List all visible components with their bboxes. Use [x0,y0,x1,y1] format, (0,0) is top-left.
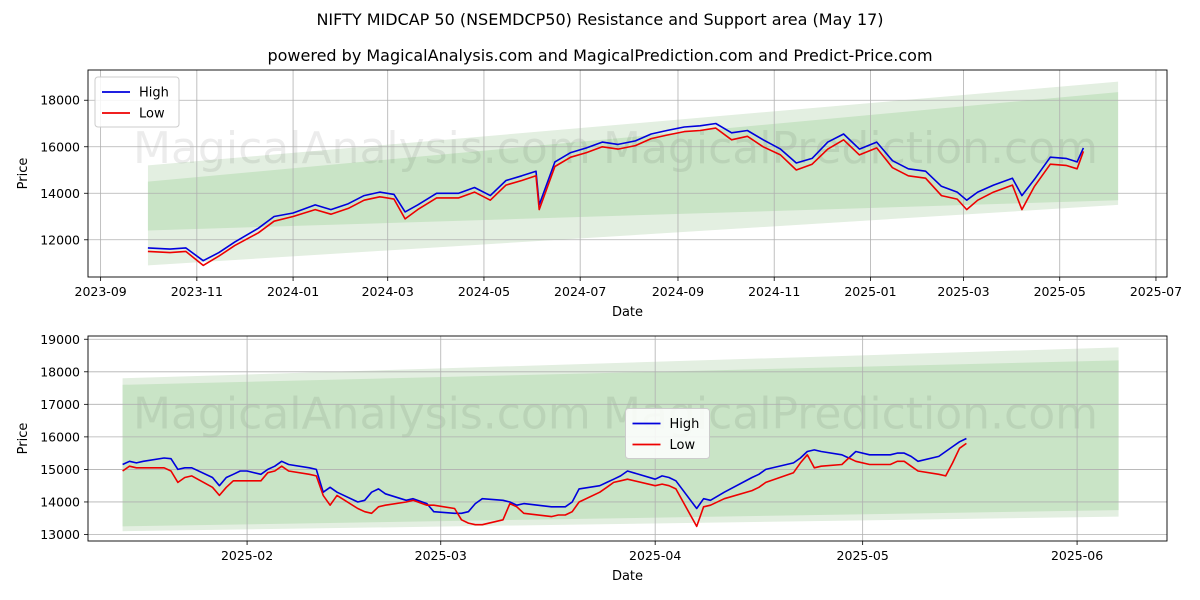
chart-panel-2: MagicalAnalysis.com MagicalPrediction.com… [16,332,1168,584]
chart-subtitle: powered by MagicalAnalysis.com and Magic… [267,46,933,65]
legend-label-high: High [670,417,700,432]
series-line-high [147,122,1085,262]
legend: High Low [625,408,710,459]
x-tick-label: 2025-07 [1130,284,1182,299]
x-tick-label: 2024-07 [554,284,606,299]
x-tick-label: 2024-03 [362,284,414,299]
y-tick-label: 12000 [40,232,80,247]
series-line-high [122,437,967,515]
band-inner [122,360,1119,527]
x-axis-label: Date [612,569,643,584]
x-tick-label: 2025-03 [415,548,467,563]
x-tick-label: 2023-09 [75,284,127,299]
legend-label-low: Low [670,438,696,453]
watermark: MagicalPrediction.com [603,123,1098,174]
watermark: MagicalAnalysis.com [133,388,591,439]
plot-frame [87,335,1168,542]
legend-label-low: Low [139,107,165,122]
legend: High Low [94,76,180,128]
x-tick-label: 2023-11 [171,284,223,299]
x-axis-label: Date [612,305,643,320]
y-tick-label: 16000 [40,429,80,444]
legend-box [625,408,710,459]
y-tick-label: 13000 [40,527,80,542]
x-tick-label: 2025-03 [937,284,989,299]
x-tick-label: 2025-05 [837,548,889,563]
x-tick-label: 2025-04 [629,548,681,563]
x-tick-label: 2024-05 [458,284,510,299]
legend-label-high: High [139,86,169,101]
series-line-low [147,127,1085,267]
y-tick-label: 14000 [40,494,80,509]
y-tick-label: 14000 [40,186,80,201]
legend-box [94,76,180,128]
y-tick-label: 19000 [40,332,80,347]
y-tick-label: 16000 [40,139,80,154]
y-tick-label: 17000 [40,397,80,412]
chart-panel-1: MagicalAnalysis.com MagicalPrediction.com… [16,69,1182,320]
series-line-low [122,442,967,528]
chart-title: NIFTY MIDCAP 50 (NSEMDCP50) Resistance a… [316,10,884,29]
y-tick-label: 15000 [40,462,80,477]
x-tick-label: 2025-02 [221,548,273,563]
x-tick-label: 2024-09 [652,284,704,299]
watermark: MagicalAnalysis.com [133,123,591,174]
plot-frame [87,69,1168,278]
y-tick-label: 18000 [40,364,80,379]
band-inner [147,92,1119,231]
x-tick-label: 2024-01 [267,284,319,299]
x-tick-label: 2025-01 [844,284,896,299]
y-axis-label: Price [16,423,31,455]
x-tick-label: 2025-05 [1034,284,1086,299]
y-axis-label: Price [16,158,31,190]
y-tick-label: 18000 [40,93,80,108]
x-tick-label: 2025-06 [1051,548,1103,563]
x-tick-label: 2024-11 [748,284,800,299]
